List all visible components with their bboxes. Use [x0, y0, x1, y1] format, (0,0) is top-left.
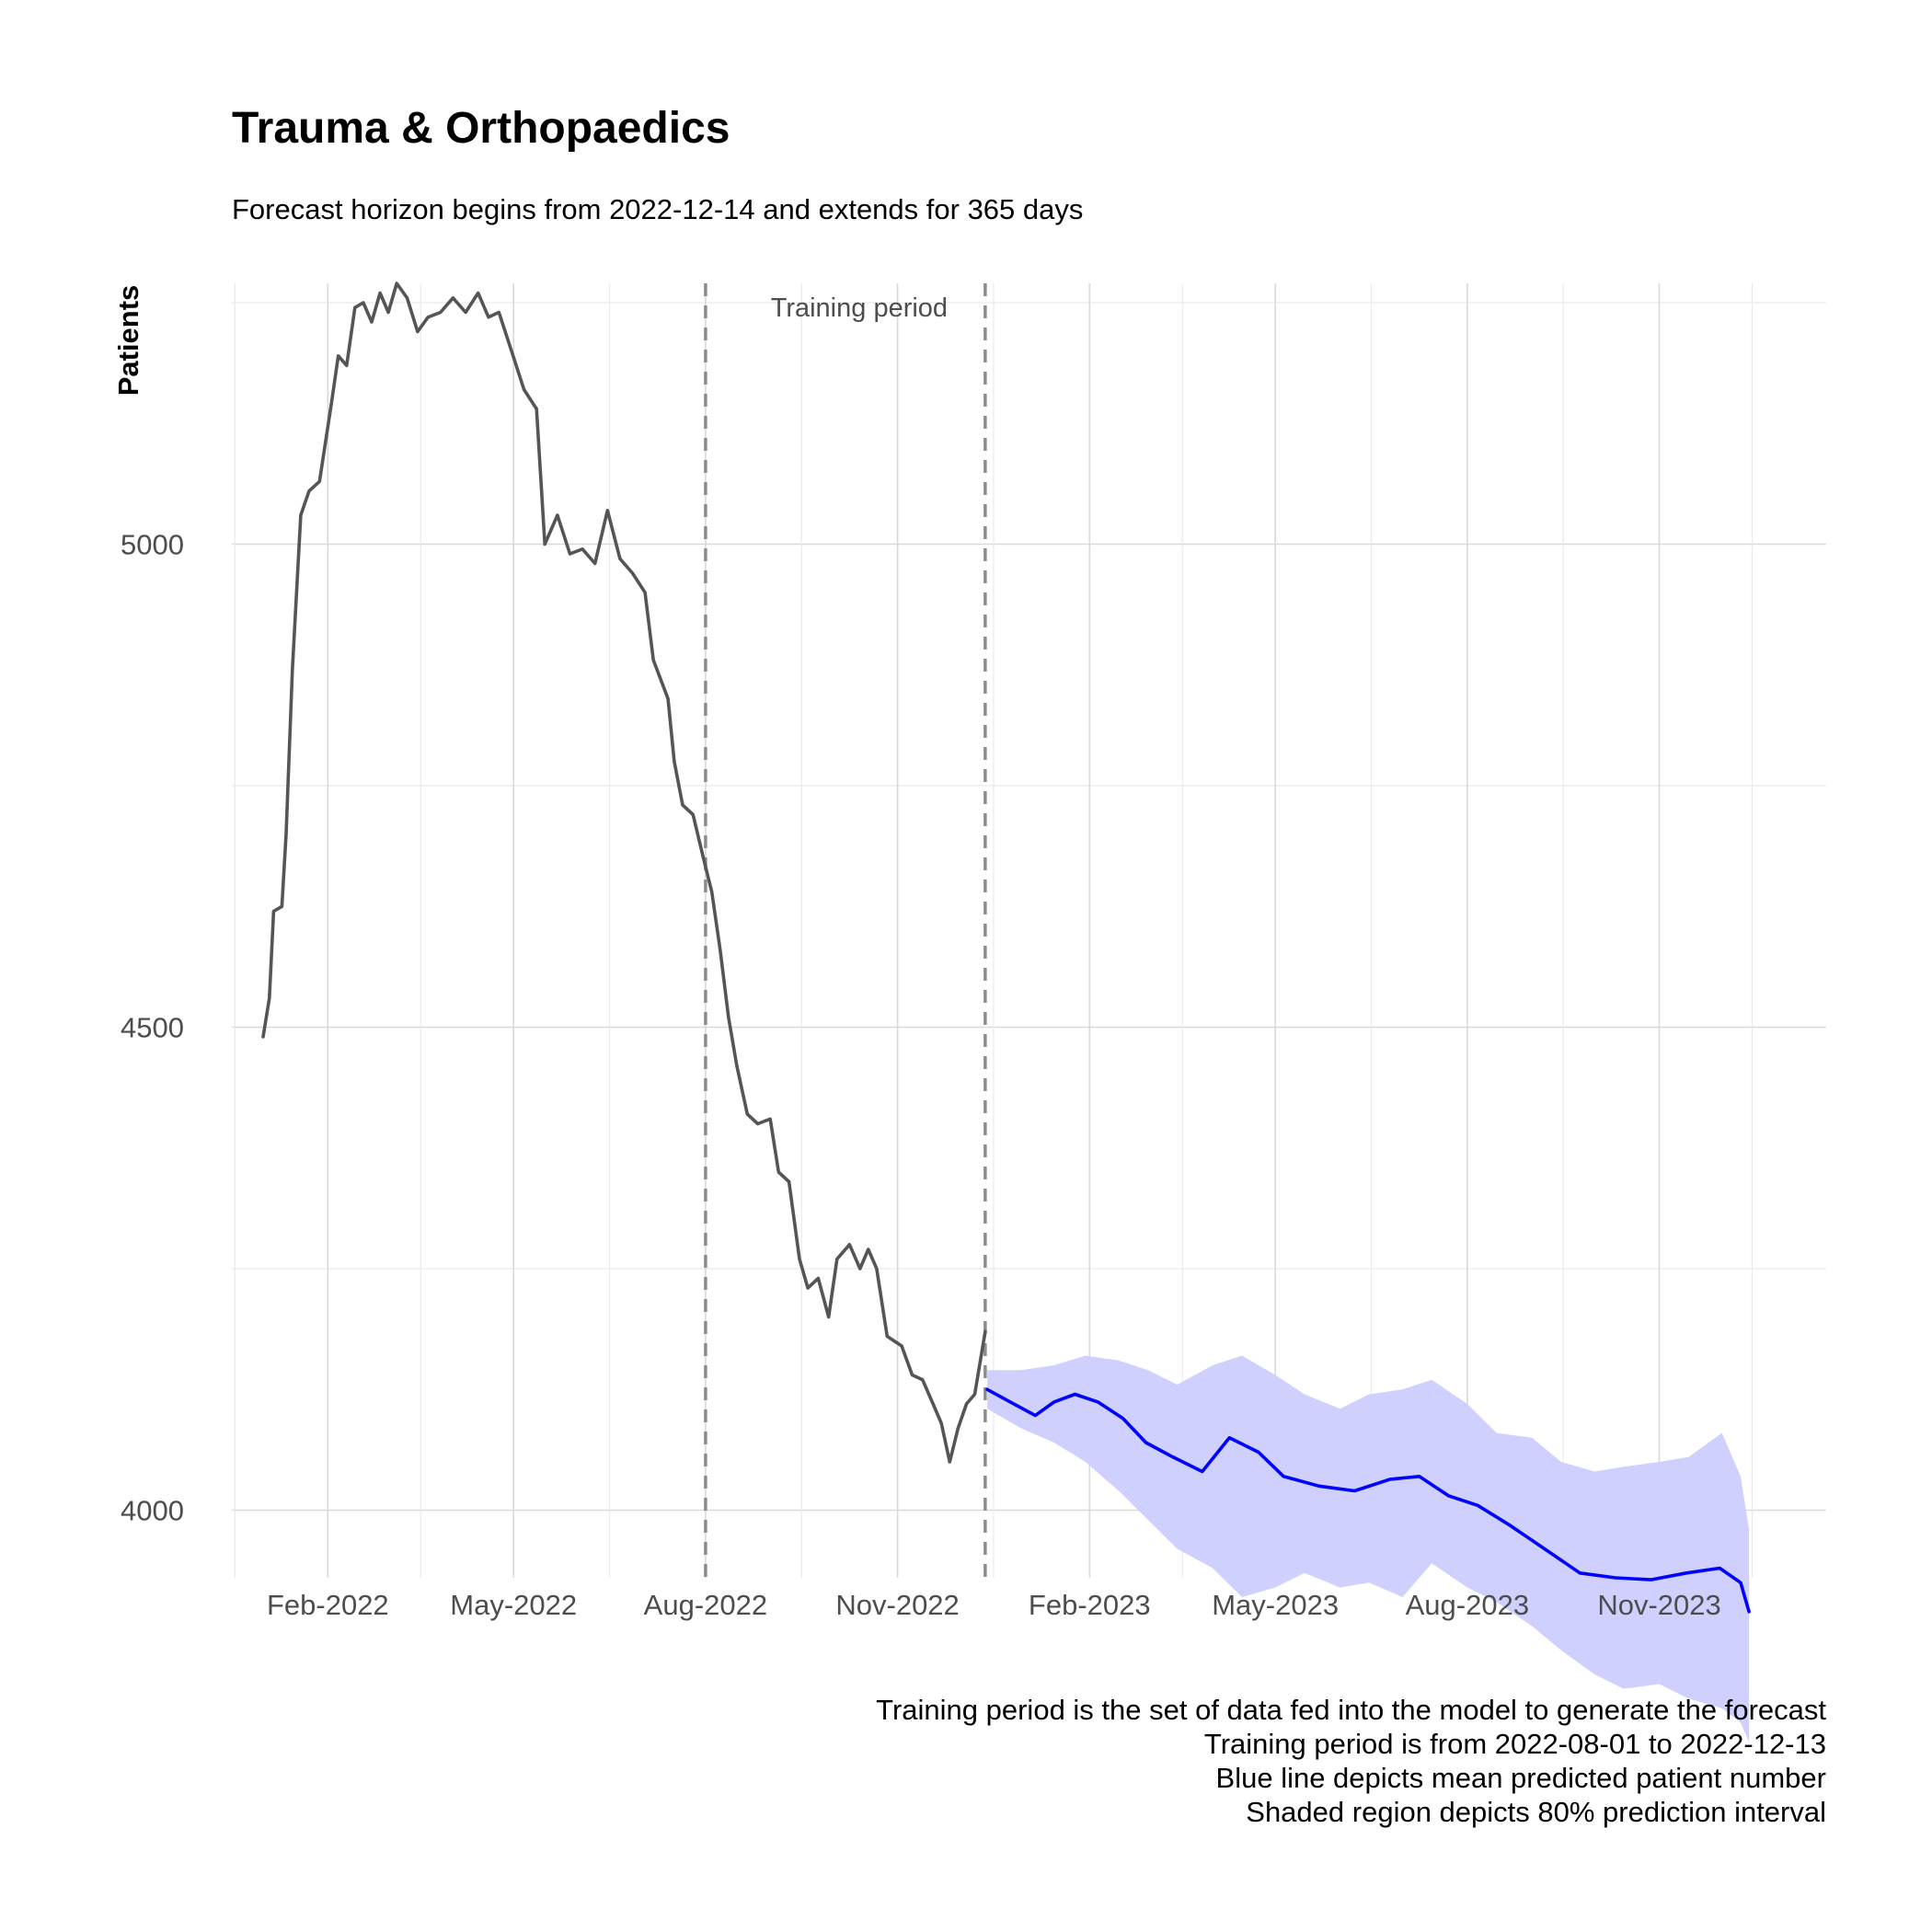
x-tick-label: Aug-2023 [1406, 1589, 1529, 1621]
chart-caption: Training period is the set of data fed i… [446, 1693, 1826, 1829]
chart-subtitle: Forecast horizon begins from 2022-12-14 … [232, 193, 1084, 225]
forecast-series-line [985, 1387, 1751, 1614]
x-tick-label: Feb-2023 [1029, 1589, 1151, 1621]
chart-title: Trauma & Orthopaedics [232, 104, 730, 153]
observed-series-line [261, 282, 987, 1464]
y-axis-label: Patients [112, 285, 144, 397]
x-tick-label: Nov-2023 [1597, 1589, 1720, 1621]
y-tick-label: 5000 [121, 529, 184, 561]
x-tick-label: Aug-2022 [644, 1589, 767, 1621]
training-period-label: Training period [771, 293, 948, 323]
prediction-interval-band [987, 1355, 1750, 1742]
axes: 4000 4500 5000 Feb-2022 May-2022 Aug-2022 Nov-… [121, 529, 1721, 1622]
caption-line: Blue line depicts mean predicted patient… [1215, 1762, 1826, 1794]
y-tick-label: 4500 [121, 1012, 184, 1044]
caption-line: Training period is from 2022-08-01 to 20… [1203, 1728, 1826, 1760]
caption-line: Shaded region depicts 80% prediction int… [1246, 1796, 1826, 1828]
x-tick-label: Nov-2022 [835, 1589, 959, 1621]
x-tick-label: May-2022 [450, 1589, 577, 1621]
prediction-interval-layer [987, 1355, 1750, 1742]
grid [232, 283, 1826, 1578]
caption-line: Training period is the set of data fed i… [876, 1694, 1826, 1726]
x-tick-label: May-2023 [1212, 1589, 1339, 1621]
series-layer [261, 282, 1751, 1614]
x-tick-label: Feb-2022 [267, 1589, 389, 1621]
training-period-markers: Training period [704, 283, 987, 1578]
y-tick-label: 4000 [121, 1495, 184, 1527]
